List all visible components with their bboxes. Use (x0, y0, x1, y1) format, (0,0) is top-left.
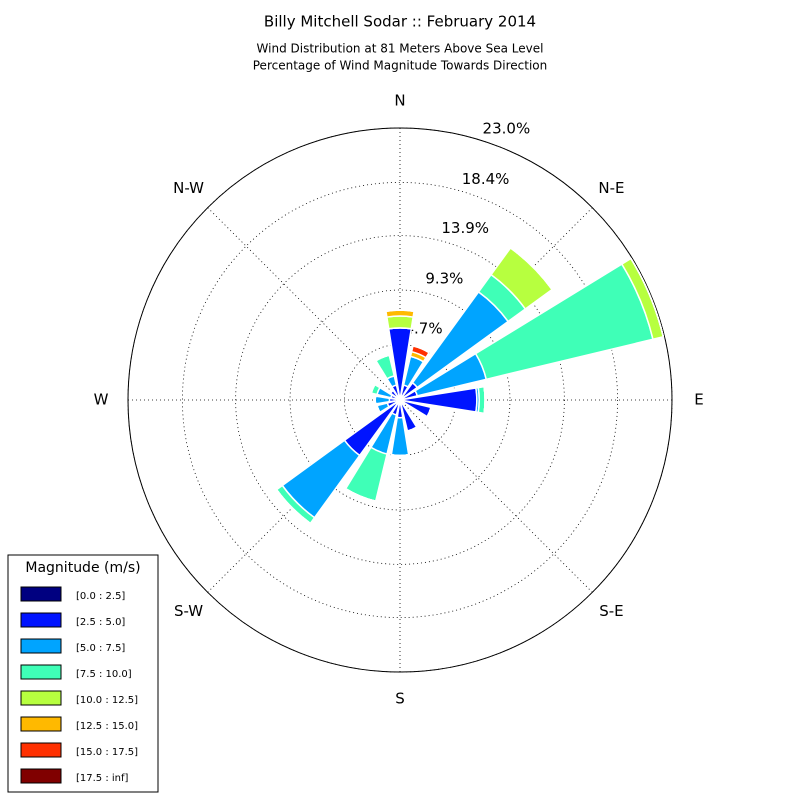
legend-label: [0.0 : 2.5] (76, 591, 125, 602)
r-tick-label: 9.3% (425, 269, 463, 287)
direction-label: N (394, 92, 405, 110)
legend-swatch (20, 612, 62, 628)
legend-label: [7.5 : 10.0] (76, 669, 132, 680)
direction-label: S (395, 690, 405, 708)
direction-label: S-W (174, 602, 203, 620)
grid-circle (289, 289, 511, 511)
grid-spoke (207, 207, 401, 401)
legend-swatch (20, 586, 62, 602)
grid-circle (235, 235, 565, 565)
chart-subtitle: Wind Distribution at 81 Meters Above Sea… (257, 42, 544, 56)
r-tick-label: 4.7% (405, 320, 443, 338)
legend-title: Magnitude (m/s) (25, 560, 140, 576)
r-tick-label: 13.9% (441, 219, 489, 237)
direction-label: W (94, 391, 109, 409)
legend-swatch (20, 742, 62, 758)
legend-swatch (20, 664, 62, 680)
legend-swatch (20, 716, 62, 732)
legend-swatch (20, 690, 62, 706)
legend-label: [12.5 : 15.0] (76, 721, 138, 732)
legend-swatch (20, 638, 62, 654)
legend-label: [2.5 : 5.0] (76, 617, 125, 628)
wedge (375, 354, 390, 362)
wedge (483, 386, 486, 414)
r-tick-label: 23.0% (483, 120, 531, 138)
grid-circle (181, 181, 619, 619)
chart-subtitle: Percentage of Wind Magnitude Towards Dir… (253, 59, 547, 73)
legend-label: [10.0 : 12.5] (76, 695, 138, 706)
legend: Magnitude (m/s) [0.0 : 2.5] [2.5 : 5.0] [5… (7, 554, 159, 793)
r-tick-label: 18.4% (462, 170, 510, 188)
wedge (407, 426, 418, 432)
grid-spoke (399, 399, 593, 593)
plot-area: 4.7% 9.3% 13.9% 18.4% 23.0% N N-E E S-E S S-W W N-W (94, 92, 704, 708)
wedge (345, 488, 376, 502)
direction-label: E (694, 391, 703, 409)
wedge (510, 247, 553, 290)
legend-label: [5.0 : 7.5] (76, 643, 125, 654)
wedge (385, 309, 415, 312)
legend-label: [15.0 : 17.5] (76, 747, 138, 758)
wedge (386, 315, 414, 330)
direction-label: S-E (599, 602, 623, 620)
chart-title: Billy Mitchell Sodar :: February 2014 (264, 13, 536, 31)
legend-swatch (20, 768, 62, 784)
direction-label: N-W (173, 179, 204, 197)
wedge (391, 454, 409, 457)
legend-label: [17.5 : inf] (76, 773, 129, 784)
direction-label: N-E (598, 179, 624, 197)
